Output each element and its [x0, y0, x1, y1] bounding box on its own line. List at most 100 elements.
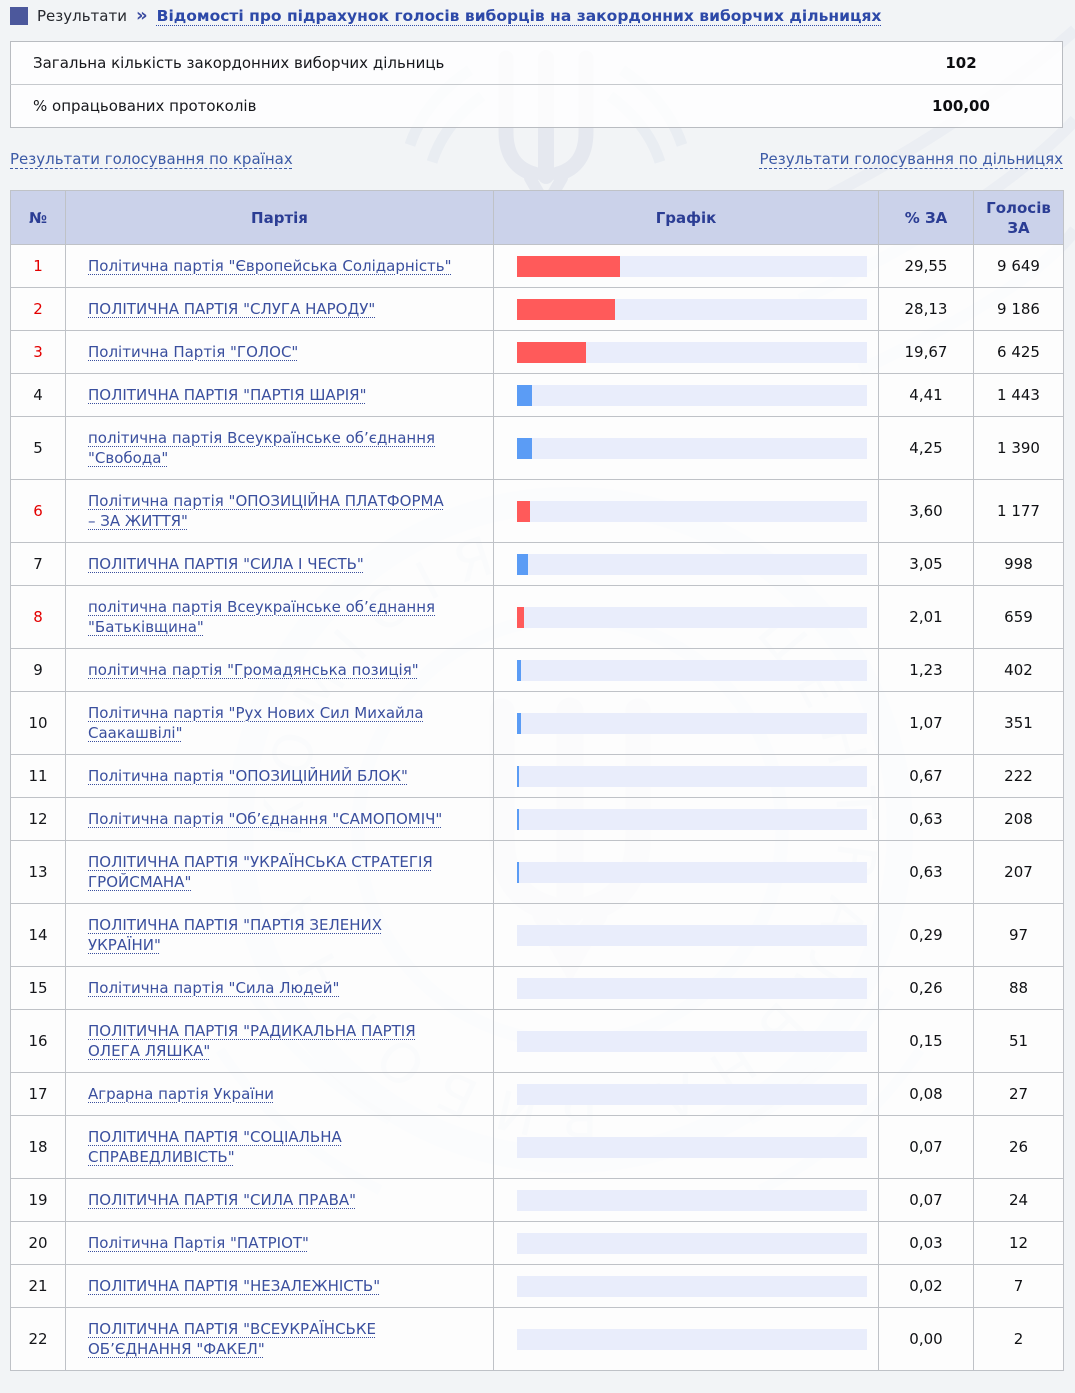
- party-link[interactable]: політична партія Всеукраїнське об’єднанн…: [88, 429, 436, 467]
- row-number: 8: [10, 585, 66, 649]
- table-row: 7 ПОЛІТИЧНА ПАРТІЯ "СИЛА І ЧЕСТЬ" 3,05 998: [10, 542, 1064, 586]
- votes-value: 9 186: [973, 287, 1064, 331]
- party-cell: ПОЛІТИЧНА ПАРТІЯ "НЕЗАЛЕЖНІСТЬ": [65, 1264, 494, 1308]
- party-link[interactable]: політична партія Всеукраїнське об’єднанн…: [88, 598, 436, 636]
- party-cell: політична партія Всеукраїнське об’єднанн…: [65, 416, 494, 480]
- percent-value: 0,03: [878, 1221, 974, 1265]
- section-marker-icon: [10, 7, 28, 25]
- results-by-countries-link[interactable]: Результати голосування по країнах: [10, 150, 293, 168]
- chart-cell: [493, 797, 879, 841]
- percent-value: 0,67: [878, 754, 974, 798]
- bar-track: [517, 437, 867, 459]
- party-cell: ПОЛІТИЧНА ПАРТІЯ "ПАРТІЯ ШАРІЯ": [65, 373, 494, 417]
- results-by-precincts-link[interactable]: Результати голосування по дільницях: [759, 150, 1063, 168]
- votes-value: 7: [973, 1264, 1064, 1308]
- col-header-percent: % ЗА: [878, 190, 974, 245]
- table-row: 11 Політична партія "ОПОЗИЦІЙНИЙ БЛОК" 0,6…: [10, 754, 1064, 798]
- bar-fill: [517, 712, 521, 734]
- party-link[interactable]: Політична партія "Рух Нових Сил Михайла …: [88, 704, 424, 742]
- party-link[interactable]: Аграрна партія України: [88, 1085, 274, 1103]
- page-title-link[interactable]: Відомості про підрахунок голосів виборці…: [156, 7, 882, 25]
- percent-value: 0,00: [878, 1307, 974, 1371]
- party-link[interactable]: ПОЛІТИЧНА ПАРТІЯ "РАДИКАЛЬНА ПАРТІЯ ОЛЕГ…: [88, 1022, 416, 1060]
- party-link[interactable]: Політична партія "Європейська Солідарніс…: [88, 257, 452, 275]
- party-link[interactable]: ПОЛІТИЧНА ПАРТІЯ "НЕЗАЛЕЖНІСТЬ": [88, 1277, 381, 1295]
- bar-track: [517, 1083, 867, 1105]
- percent-value: 0,07: [878, 1178, 974, 1222]
- votes-value: 207: [973, 840, 1064, 904]
- votes-value: 402: [973, 648, 1064, 692]
- bar-track: [517, 298, 867, 320]
- party-link[interactable]: Політична Партія "ГОЛОС": [88, 343, 299, 361]
- party-link[interactable]: ПОЛІТИЧНА ПАРТІЯ "СЛУГА НАРОДУ": [88, 300, 376, 318]
- percent-value: 28,13: [878, 287, 974, 331]
- bar-fill: [517, 659, 521, 681]
- table-row: 22 ПОЛІТИЧНА ПАРТІЯ "ВСЕУКРАЇНСЬКЕ ОБ’ЄДН…: [10, 1307, 1064, 1371]
- party-cell: ПОЛІТИЧНА ПАРТІЯ "СЛУГА НАРОДУ": [65, 287, 494, 331]
- party-cell: ПОЛІТИЧНА ПАРТІЯ "УКРАЇНСЬКА СТРАТЕГІЯ Г…: [65, 840, 494, 904]
- row-number: 20: [10, 1221, 66, 1265]
- bar-track: [517, 606, 867, 628]
- chart-cell: [493, 1009, 879, 1073]
- votes-value: 12: [973, 1221, 1064, 1265]
- col-header-chart: Графік: [493, 190, 879, 245]
- chevron-separator-icon: »: [135, 5, 148, 26]
- col-header-num: №: [10, 190, 66, 245]
- bar-track: [517, 1328, 867, 1350]
- bar-track: [517, 659, 867, 681]
- bar-track: [517, 1136, 867, 1158]
- party-link[interactable]: політична партія "Громадянська позиція": [88, 661, 419, 679]
- chart-cell: [493, 840, 879, 904]
- bar-track: [517, 500, 867, 522]
- bar-fill: [517, 861, 519, 883]
- party-link[interactable]: ПОЛІТИЧНА ПАРТІЯ "СОЦІАЛЬНА СПРАВЕДЛИВІС…: [88, 1128, 342, 1166]
- votes-value: 998: [973, 542, 1064, 586]
- party-cell: Політична партія "Об’єднання "САМОПОМІЧ": [65, 797, 494, 841]
- votes-value: 2: [973, 1307, 1064, 1371]
- party-link[interactable]: Політична партія "ОПОЗИЦІЙНА ПЛАТФОРМА –…: [88, 492, 444, 530]
- party-link[interactable]: Політична партія "Об’єднання "САМОПОМІЧ": [88, 810, 443, 828]
- row-number: 19: [10, 1178, 66, 1222]
- party-link[interactable]: Політична Партія "ПАТРІОТ": [88, 1234, 309, 1252]
- chart-cell: [493, 691, 879, 755]
- chart-cell: [493, 585, 879, 649]
- row-number: 11: [10, 754, 66, 798]
- party-link[interactable]: ПОЛІТИЧНА ПАРТІЯ "ВСЕУКРАЇНСЬКЕ ОБ’ЄДНАН…: [88, 1320, 376, 1358]
- votes-value: 222: [973, 754, 1064, 798]
- bar-track: [517, 1189, 867, 1211]
- bar-fill: [517, 341, 586, 363]
- votes-value: 97: [973, 903, 1064, 967]
- table-row: 13 ПОЛІТИЧНА ПАРТІЯ "УКРАЇНСЬКА СТРАТЕГІЯ…: [10, 840, 1064, 904]
- chart-cell: [493, 1264, 879, 1308]
- bar-track: [517, 1232, 867, 1254]
- party-link[interactable]: ПОЛІТИЧНА ПАРТІЯ "СИЛА ПРАВА": [88, 1191, 357, 1209]
- row-number: 12: [10, 797, 66, 841]
- chart-cell: [493, 330, 879, 374]
- party-cell: ПОЛІТИЧНА ПАРТІЯ "РАДИКАЛЬНА ПАРТІЯ ОЛЕГ…: [65, 1009, 494, 1073]
- votes-value: 1 177: [973, 479, 1064, 543]
- percent-value: 2,01: [878, 585, 974, 649]
- party-cell: Політична партія "Рух Нових Сил Михайла …: [65, 691, 494, 755]
- results-table: № Партія Графік % ЗА Голосів ЗА 1 Політич…: [10, 190, 1064, 1371]
- col-header-party: Партія: [65, 190, 494, 245]
- row-number: 18: [10, 1115, 66, 1179]
- party-link[interactable]: ПОЛІТИЧНА ПАРТІЯ "СИЛА І ЧЕСТЬ": [88, 555, 364, 573]
- party-link[interactable]: Політична партія "ОПОЗИЦІЙНИЙ БЛОК": [88, 767, 408, 785]
- bar-track: [517, 553, 867, 575]
- results-header-row: № Партія Графік % ЗА Голосів ЗА: [10, 190, 1064, 245]
- row-number: 7: [10, 542, 66, 586]
- party-link[interactable]: ПОЛІТИЧНА ПАРТІЯ "ПАРТІЯ ЗЕЛЕНИХ УКРАЇНИ…: [88, 916, 383, 954]
- bar-track: [517, 1030, 867, 1052]
- table-row: 21 ПОЛІТИЧНА ПАРТІЯ "НЕЗАЛЕЖНІСТЬ" 0,02 7: [10, 1264, 1064, 1308]
- percent-value: 1,23: [878, 648, 974, 692]
- party-link[interactable]: ПОЛІТИЧНА ПАРТІЯ "УКРАЇНСЬКА СТРАТЕГІЯ Г…: [88, 853, 433, 891]
- table-row: 10 Політична партія "Рух Нових Сил Михайл…: [10, 691, 1064, 755]
- party-link[interactable]: ПОЛІТИЧНА ПАРТІЯ "ПАРТІЯ ШАРІЯ": [88, 386, 367, 404]
- table-row: 8 політична партія Всеукраїнське об’єднан…: [10, 585, 1064, 649]
- party-link[interactable]: Політична партія "Сила Людей": [88, 979, 340, 997]
- row-number: 3: [10, 330, 66, 374]
- percent-value: 4,41: [878, 373, 974, 417]
- chart-cell: [493, 287, 879, 331]
- votes-value: 208: [973, 797, 1064, 841]
- bar-track: [517, 384, 867, 406]
